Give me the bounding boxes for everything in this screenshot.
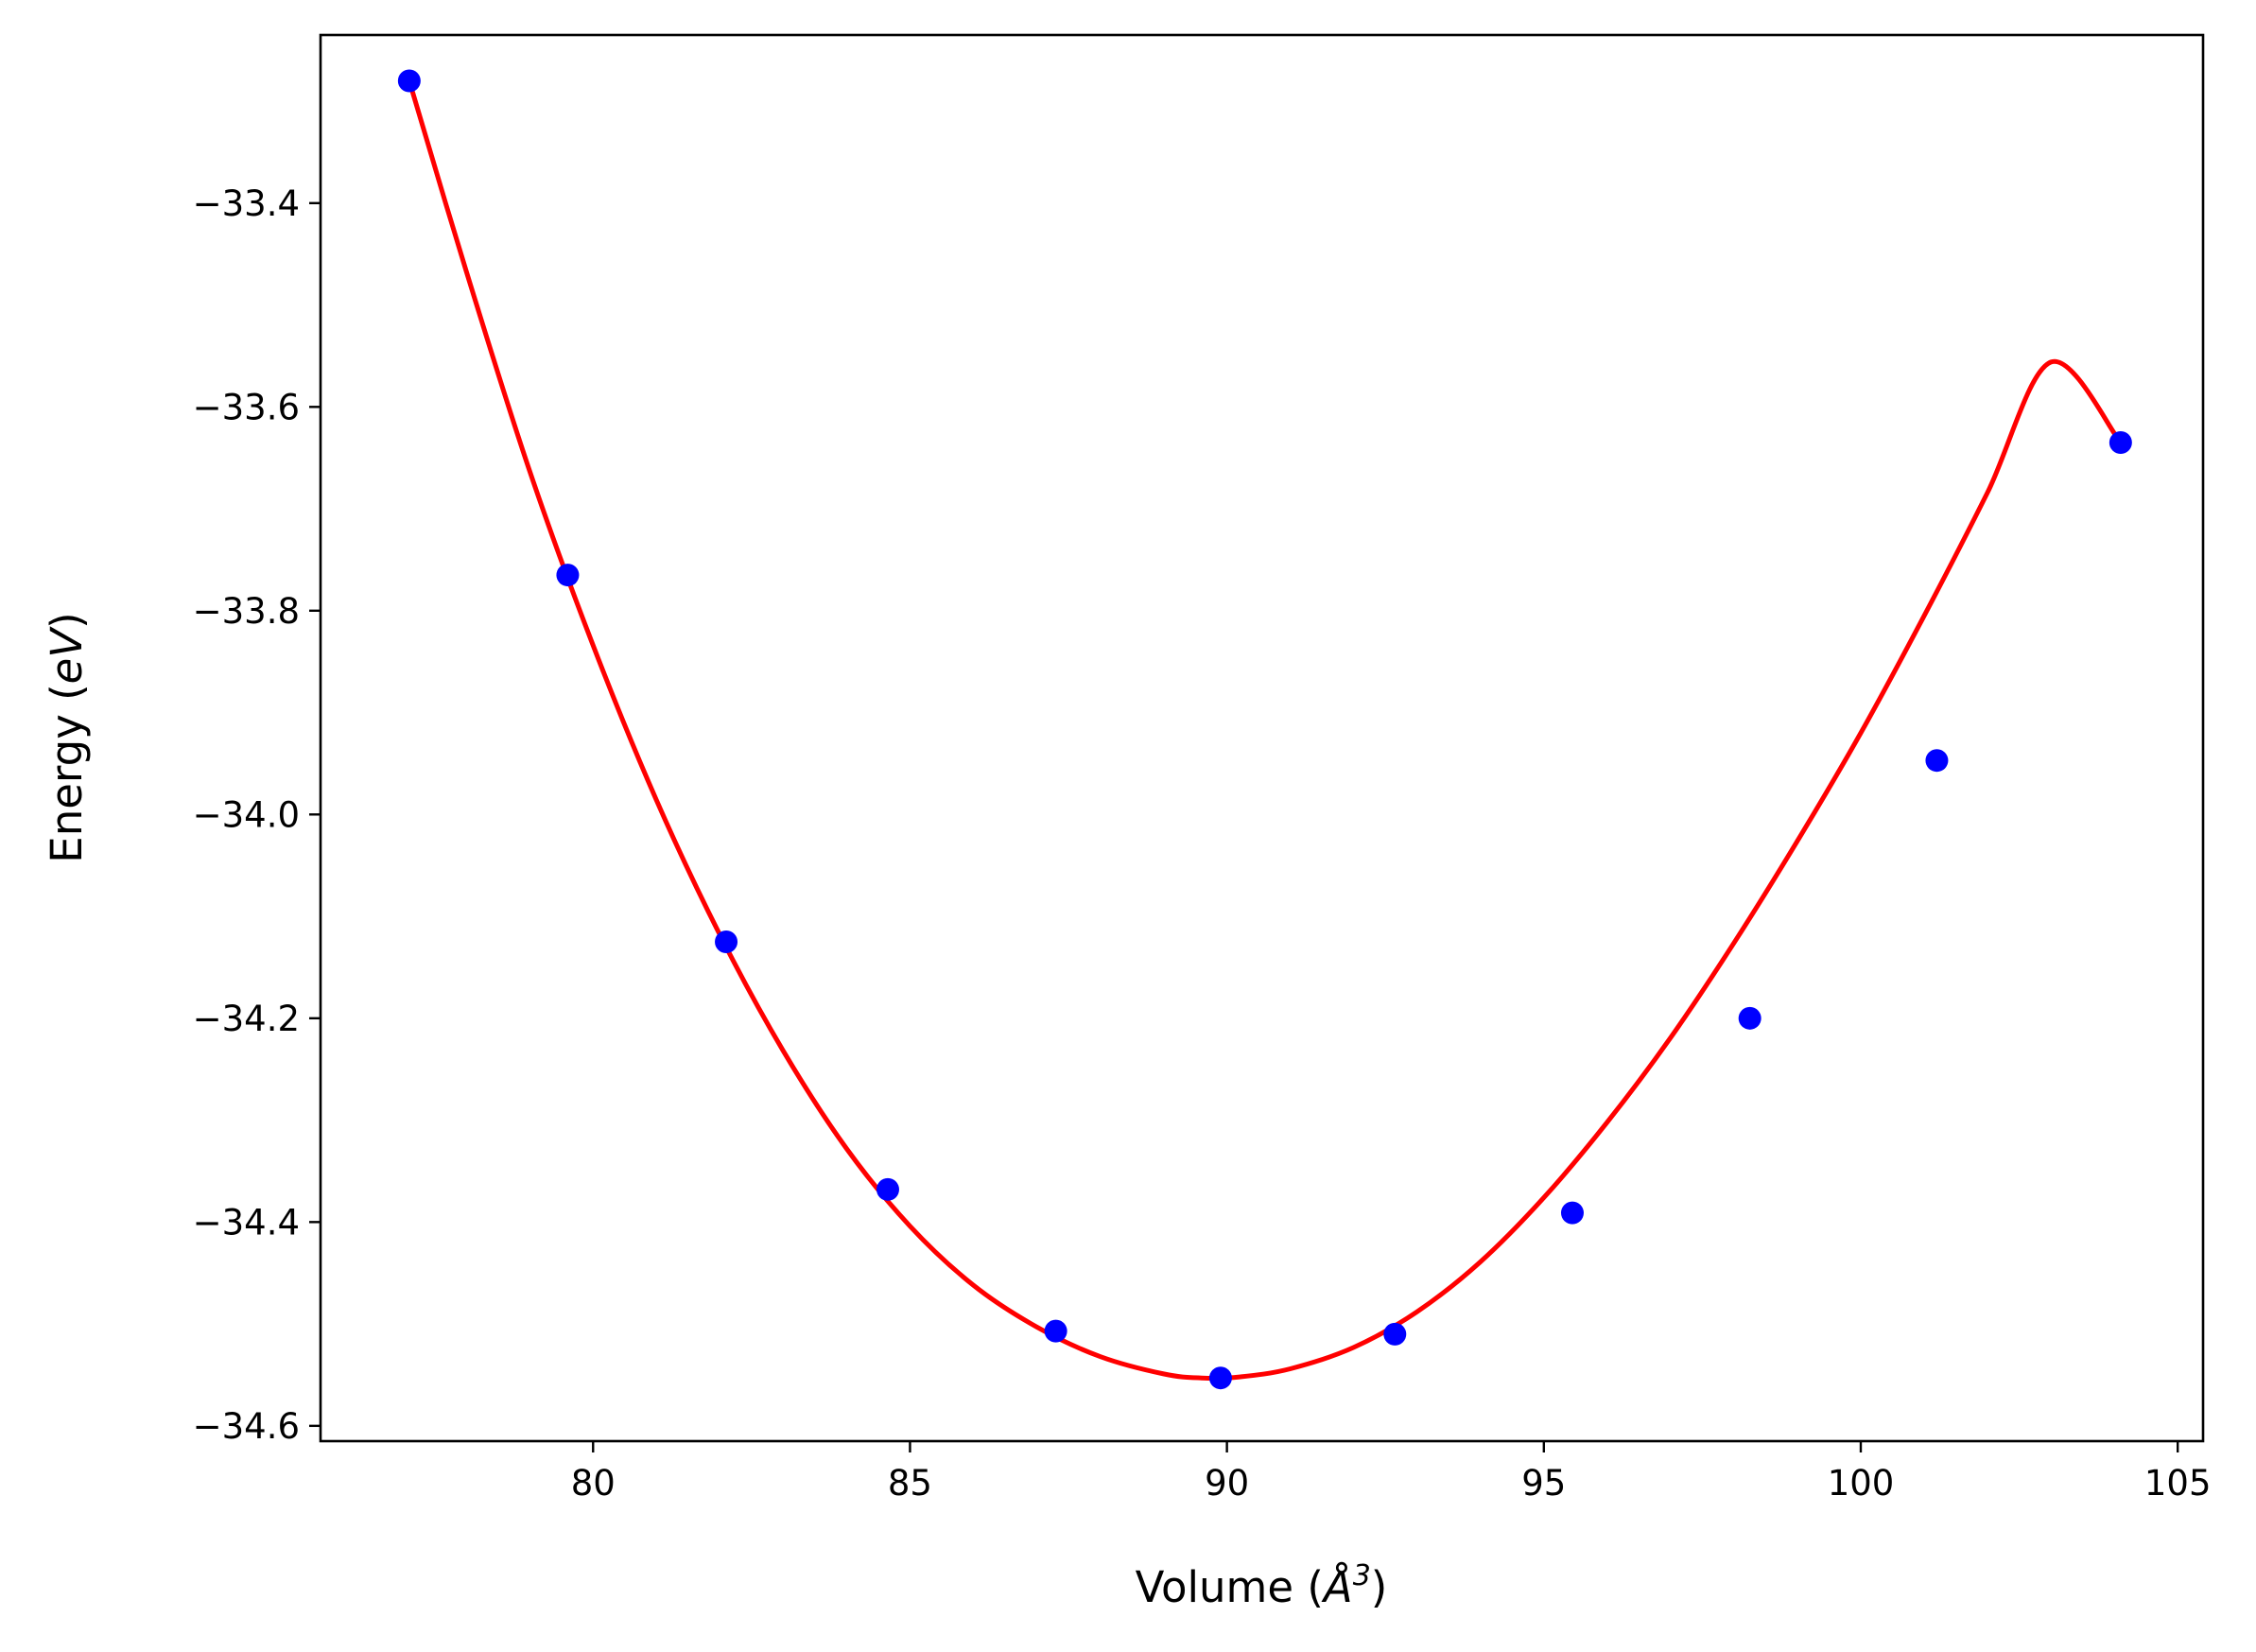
x-tick-label: 100 — [1828, 1463, 1895, 1504]
series-layer — [397, 69, 2132, 1390]
data-point — [876, 1177, 899, 1201]
data-point — [397, 69, 421, 93]
y-tick-label: −33.4 — [193, 183, 300, 224]
y-axis-label: Energy (eV) — [42, 612, 92, 862]
x-axis-ticks: 80 85 90 95 100 105 — [571, 1441, 2212, 1504]
y-tick-label: −34.2 — [193, 999, 300, 1039]
x-tick-label: 90 — [1205, 1463, 1249, 1504]
y-tick-label: −34.0 — [193, 794, 300, 835]
y-tick-label: −33.6 — [193, 387, 300, 427]
data-point — [1560, 1201, 1584, 1225]
x-tick-label: 85 — [888, 1463, 932, 1504]
data-point — [556, 564, 580, 587]
y-tick-label: −34.4 — [193, 1202, 300, 1243]
y-tick-label: −33.8 — [193, 591, 300, 632]
x-tick-label: 105 — [2144, 1463, 2212, 1504]
x-axis-label: Volume (Å3) — [1136, 1559, 1388, 1612]
data-point — [1208, 1366, 1232, 1390]
data-point — [1925, 749, 1949, 773]
data-point — [1383, 1322, 1407, 1346]
data-point — [1044, 1319, 1067, 1343]
x-tick-label: 80 — [571, 1463, 616, 1504]
plot-area — [321, 35, 2203, 1441]
x-tick-label: 95 — [1521, 1463, 1566, 1504]
y-axis-ticks: −33.4 −33.6 −33.8 −34.0 −34.2 −34.4 −34.6 — [193, 183, 321, 1447]
data-point — [2108, 431, 2132, 455]
data-point — [715, 930, 738, 954]
data-point — [1738, 1006, 1761, 1030]
y-tick-label: −34.6 — [193, 1406, 300, 1447]
plot-frame — [319, 33, 2205, 1443]
